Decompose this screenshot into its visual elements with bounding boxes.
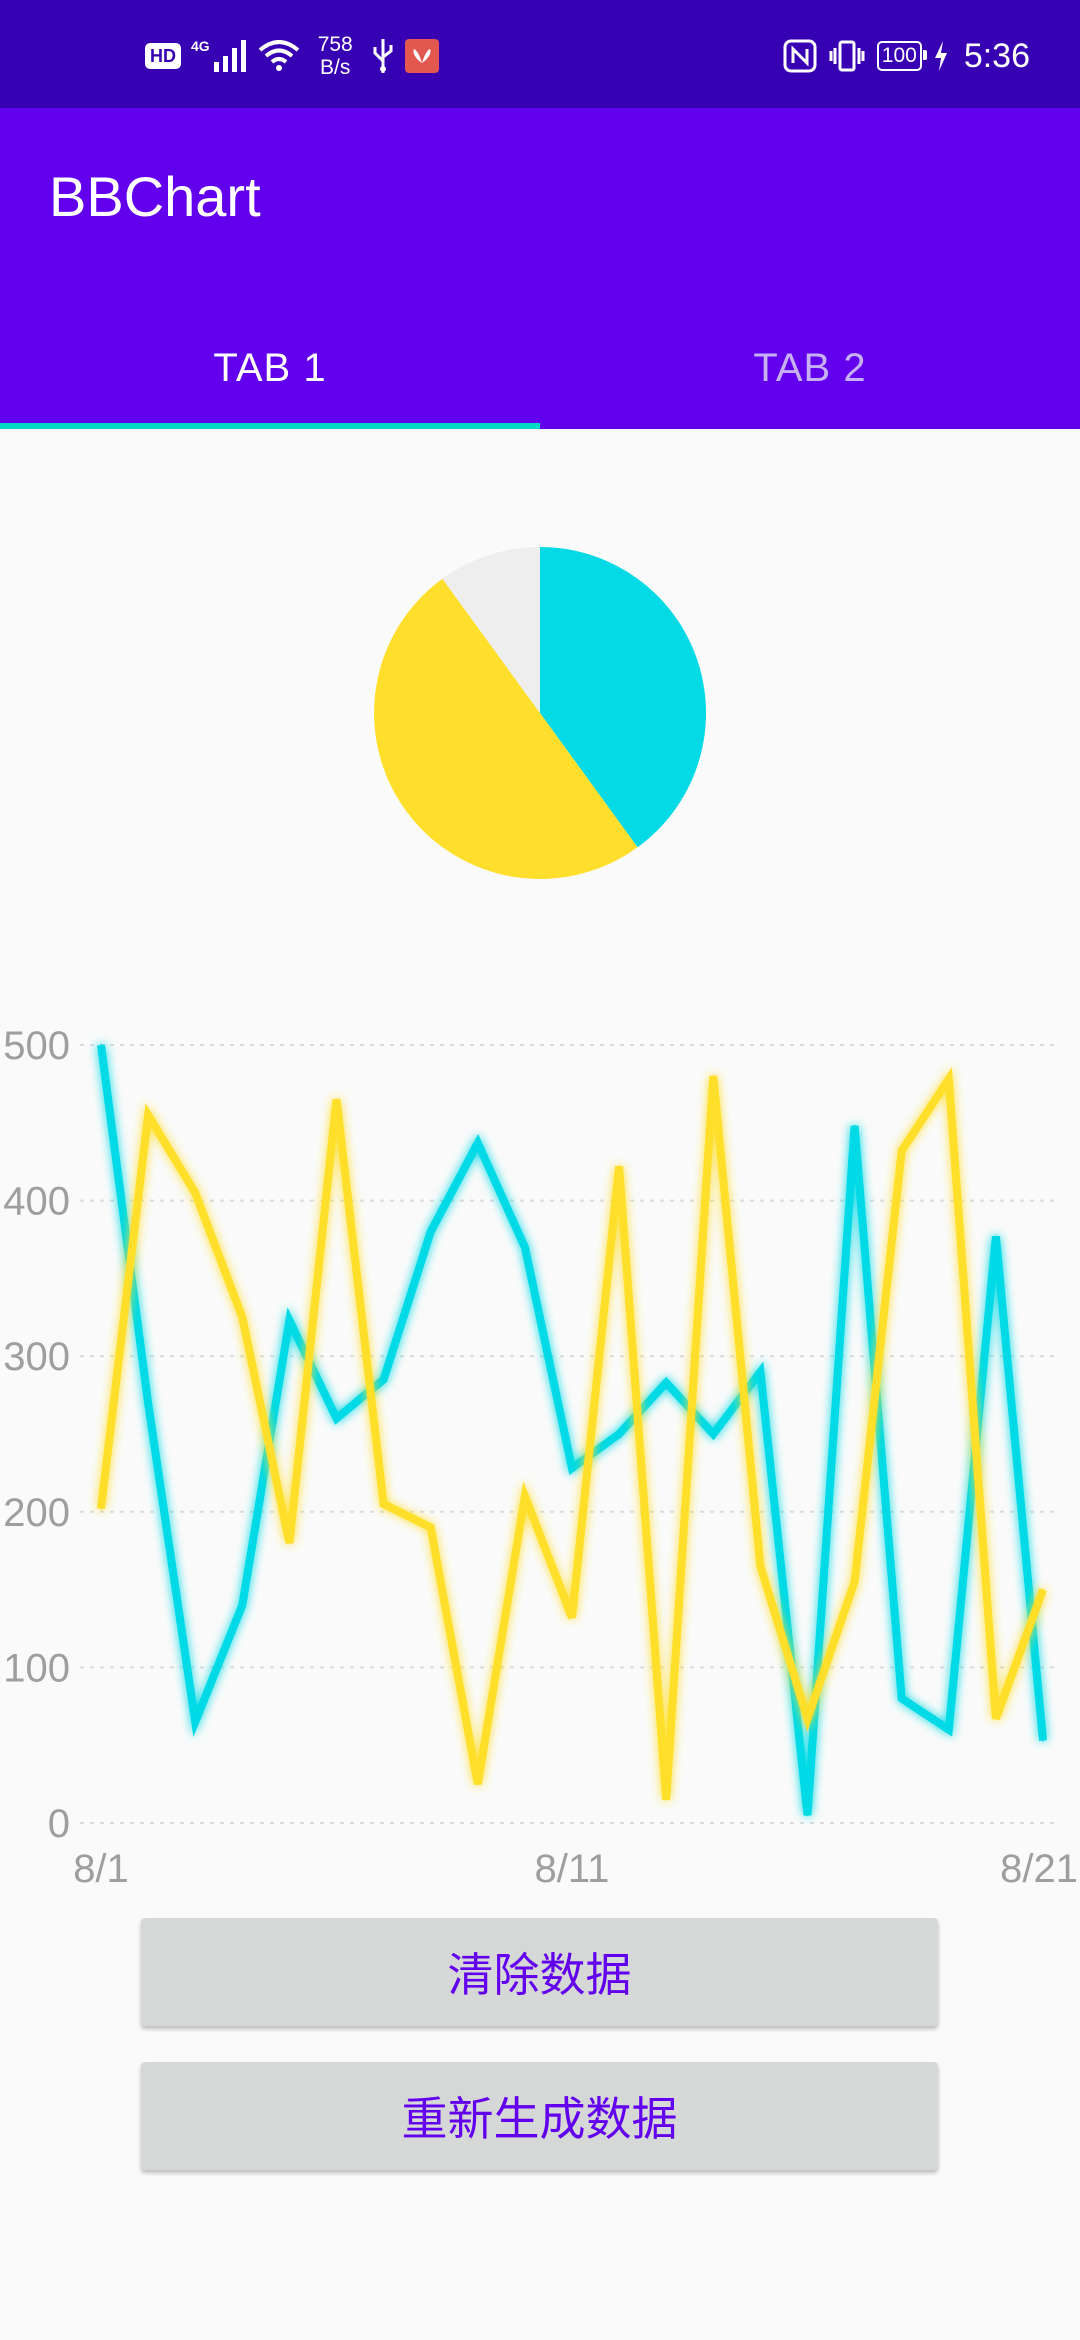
network-type: 4G (191, 38, 210, 54)
tab-indicator (0, 423, 540, 429)
clock: 5:36 (963, 36, 1030, 75)
data-point (335, 1098, 338, 1101)
data-point (429, 1230, 432, 1233)
app-bar: BBChart TAB 1 TAB 2 (0, 108, 1080, 429)
data-point (147, 1401, 150, 1404)
data-point (900, 1697, 903, 1700)
data-point (806, 1717, 809, 1720)
y-tick-label: 0 (48, 1802, 70, 1846)
data-point (759, 1565, 762, 1568)
data-point (994, 1235, 997, 1238)
y-tick-label: 400 (3, 1180, 70, 1224)
data-point (947, 1728, 950, 1731)
signal-icon (213, 40, 246, 72)
data-point (194, 1720, 197, 1723)
data-point (1042, 1739, 1044, 1742)
data-point (853, 1124, 856, 1127)
status-bar: HD 4G 758 B/s (0, 0, 1080, 108)
data-point (947, 1078, 950, 1081)
data-point (100, 1044, 102, 1046)
pie-slice-2 (442, 547, 540, 713)
data-point (429, 1526, 432, 1529)
data-point (241, 1604, 244, 1607)
data-point (335, 1417, 338, 1420)
pie-chart (374, 547, 706, 879)
grid-lines (80, 1044, 1060, 1824)
data-point (571, 1616, 573, 1619)
y-tick-label: 100 (3, 1646, 70, 1690)
data-point (665, 1798, 668, 1801)
data-point (759, 1370, 762, 1373)
data-point (288, 1541, 291, 1544)
huawei-app-icon (404, 39, 439, 73)
pie-chart-container (0, 429, 1080, 949)
clear-data-button[interactable]: 清除数据 (141, 1918, 938, 2026)
data-point (382, 1503, 385, 1506)
tab-1[interactable]: TAB 1 (213, 346, 327, 390)
tab-2[interactable]: TAB 2 (753, 346, 867, 390)
data-point (476, 1783, 479, 1786)
x-tick-label: 8/1 (73, 1847, 129, 1891)
data-point (618, 1433, 621, 1435)
data-point (476, 1142, 479, 1145)
charging-icon (934, 41, 947, 71)
data-point (994, 1717, 997, 1720)
line-chart: 0 100 200 300 400 500 8/1 8/11 8/21 (3, 1024, 1078, 1891)
vibrate-icon (829, 40, 865, 72)
regenerate-data-button[interactable]: 重新生成数据 (141, 2062, 938, 2170)
data-point (523, 1246, 526, 1249)
x-tick-label: 8/21 (1000, 1847, 1078, 1891)
battery-level: 100 (881, 44, 917, 67)
status-right: 100 5:36 (783, 36, 1030, 76)
speed-value: 758 (317, 33, 353, 56)
usb-icon (373, 39, 393, 73)
data-point (147, 1114, 150, 1117)
data-point (712, 1433, 715, 1435)
x-tick-label: 8/11 (535, 1847, 610, 1891)
y-tick-label: 300 (3, 1335, 70, 1379)
network-speed: 758 B/s (318, 33, 353, 79)
wifi-icon (258, 40, 299, 71)
battery-indicator: 100 (876, 41, 927, 71)
data-point (100, 1507, 102, 1510)
data-point (382, 1378, 385, 1381)
data-point (523, 1495, 526, 1498)
y-tick-label: 200 (3, 1491, 70, 1535)
pie-slice-1 (374, 578, 638, 879)
line-chart-container: 0 100 200 300 400 500 8/1 8/11 8/21 (0, 1000, 1080, 1900)
data-point (194, 1191, 197, 1194)
pie-slice-0 (540, 547, 706, 848)
data-point (853, 1580, 856, 1583)
data-point (712, 1075, 715, 1078)
data-point (900, 1149, 903, 1152)
data-point (571, 1467, 573, 1470)
nfc-icon (783, 39, 817, 73)
y-tick-label: 500 (3, 1024, 70, 1068)
app-title: BBChart (49, 165, 261, 228)
data-point (288, 1319, 291, 1322)
data-point (618, 1165, 621, 1168)
speed-unit: B/s (320, 56, 351, 79)
data-point (665, 1381, 668, 1384)
data-point (241, 1316, 244, 1319)
data-point (1042, 1588, 1044, 1591)
data-point (806, 1814, 809, 1817)
status-left: HD 4G 758 B/s (145, 33, 439, 79)
hd-badge: HD (145, 43, 181, 69)
